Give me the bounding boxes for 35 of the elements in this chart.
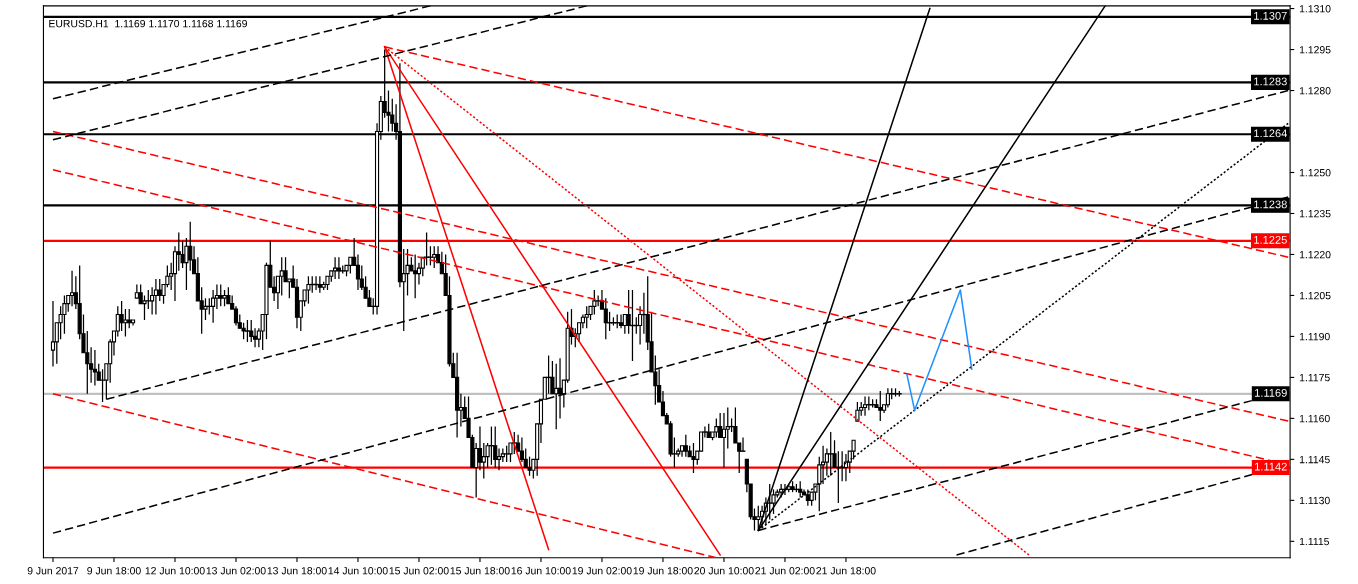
ref-line-label: 1.1142 (1255, 462, 1287, 471)
y-tick-label: 1.1160 (1299, 414, 1330, 423)
y-tick-label: 1.1190 (1299, 332, 1330, 341)
x-tick-label: 19 Jun 02:00 (572, 567, 632, 575)
y-tick-label: 1.1220 (1299, 250, 1331, 259)
y-tick-label: 1.1205 (1299, 291, 1331, 300)
x-tick-label: 12 Jun 10:00 (145, 567, 205, 575)
x-tick-label: 20 Jun 10:00 (694, 567, 754, 575)
x-tick-label: 21 Jun 02:00 (755, 567, 815, 575)
y-tick-label: 1.1115 (1299, 537, 1330, 546)
y-tick-label: 1.1145 (1299, 455, 1330, 464)
x-tick-label: 9 Jun 2017 (27, 567, 79, 575)
text: EURUSD.H1 1.1169 1.1170 1.1168 1.1169 (49, 19, 247, 28)
ref-line-label: 1.1169 (1255, 388, 1287, 397)
x-tick-label: 15 Jun 02:00 (389, 567, 449, 575)
ref-line-label: 1.1283 (1254, 77, 1287, 86)
y-tick-label: 1.1250 (1299, 169, 1331, 177)
y-tick-label: 1.1130 (1299, 496, 1330, 505)
x-tick-label: 16 Jun 10:00 (511, 567, 571, 575)
x-tick-label: 13 Jun 18:00 (267, 567, 327, 575)
y-tick-label: 1.1280 (1299, 87, 1331, 95)
ref-line-label: 1.1307 (1254, 11, 1287, 20)
y-tick-label: 1.1310 (1299, 5, 1331, 13)
ref-line-label: 1.1225 (1254, 235, 1287, 244)
x-tick-label: 19 Jun 18:00 (633, 567, 693, 575)
x-tick-label: 13 Jun 02:00 (206, 567, 266, 575)
y-tick-label: 1.1235 (1299, 209, 1331, 218)
x-tick-label: 21 Jun 18:00 (816, 567, 876, 575)
ref-line-label: 1.1264 (1254, 129, 1287, 138)
ref-line-label: 1.1238 (1254, 200, 1287, 209)
y-tick-label: 1.1175 (1299, 374, 1330, 382)
y-tick-label: 1.1295 (1299, 46, 1331, 54)
x-tick-label: 14 Jun 10:00 (328, 567, 388, 575)
x-tick-label: 15 Jun 18:00 (450, 567, 510, 575)
x-tick-label: 9 Jun 18:00 (87, 567, 141, 575)
